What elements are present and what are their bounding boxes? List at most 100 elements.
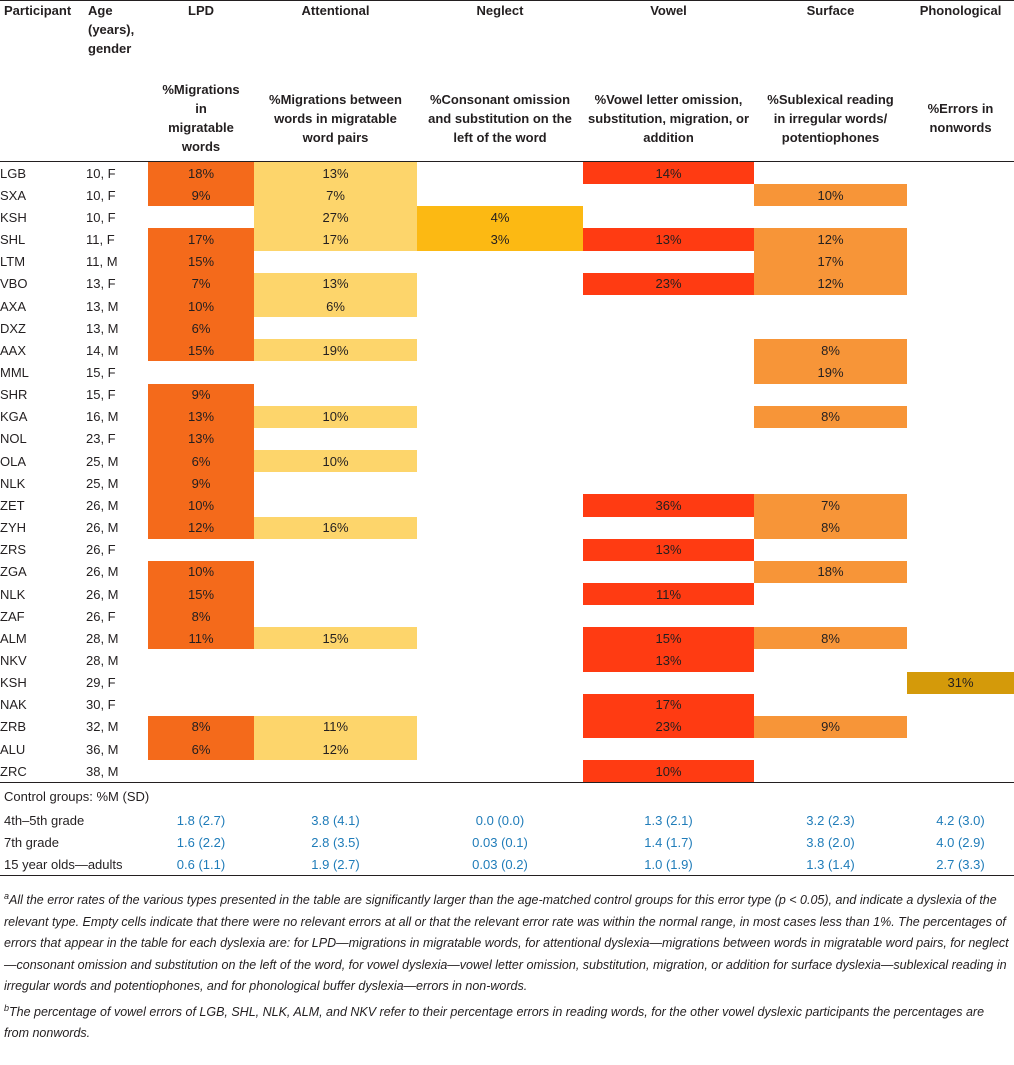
vowel-cell xyxy=(583,561,754,583)
age-gender-cell: 15, F xyxy=(86,387,116,403)
surface-cell xyxy=(754,738,907,760)
attentional-cell xyxy=(254,561,417,583)
phonological-cell xyxy=(907,206,1014,228)
neglect-cell: 4% xyxy=(417,206,583,229)
attentional-cell: 15% xyxy=(254,627,417,650)
surface-cell xyxy=(754,672,907,694)
vowel-cell xyxy=(583,251,754,273)
participant-cell: DXZ xyxy=(0,320,26,336)
control-row: 4th–5th grade 1.8 (2.7) 3.8 (4.1) 0.0 (0.0)… xyxy=(0,809,1014,831)
lpd-cell: 12% xyxy=(148,516,254,539)
participant-cell: ALM xyxy=(0,630,27,646)
phonological-cell xyxy=(907,539,1014,561)
phonological-cell: 31% xyxy=(907,671,1014,694)
attentional-cell: 16% xyxy=(254,516,417,539)
control-vowel-value: 1.0 (1.9) xyxy=(583,853,754,877)
attentional-cell xyxy=(254,251,417,273)
control-neglect-value: 0.03 (0.1) xyxy=(472,834,528,850)
attentional-cell: 11% xyxy=(254,715,417,739)
header-phonological: Phonological xyxy=(919,3,1002,18)
control-attentional-value: 3.8 (4.1) xyxy=(311,812,360,828)
control-groups-title: Control groups: %M (SD) xyxy=(0,782,1014,810)
surface-cell xyxy=(754,206,907,228)
age-gender-cell: 13, F xyxy=(86,276,116,292)
surface-cell: 8% xyxy=(754,405,907,428)
surface-cell xyxy=(754,317,907,339)
age-gender-cell: 11, F xyxy=(86,232,115,248)
lpd-cell: 10% xyxy=(148,494,254,517)
age-gender-cell: 16, M xyxy=(86,409,119,425)
age-gender-cell: 38, M xyxy=(86,763,119,779)
surface-cell: 17% xyxy=(754,250,907,273)
neglect-cell xyxy=(417,295,583,317)
subheader-lpd: %Migrations in migratable words xyxy=(162,82,240,155)
participant-cell: ZGA xyxy=(0,564,27,580)
phonological-cell xyxy=(907,649,1014,671)
surface-cell: 18% xyxy=(754,560,907,583)
participant-cell: AAX xyxy=(0,342,27,358)
attentional-cell: 13% xyxy=(254,161,417,185)
header-lpd: LPD xyxy=(188,3,214,18)
control-surface-value: 1.3 (1.4) xyxy=(754,853,907,877)
participant-cell: ZRS xyxy=(0,542,26,558)
age-gender-cell: 36, M xyxy=(86,741,119,757)
control-attentional-value: 1.9 (2.7) xyxy=(254,853,417,877)
age-gender-cell: 14, M xyxy=(86,342,119,358)
age-gender-cell: 13, M xyxy=(86,320,119,336)
table-row: NLK 26, M 15% 11% xyxy=(0,582,1014,606)
neglect-cell xyxy=(417,339,583,361)
subheader-attentional: %Migrations between words in migratable … xyxy=(269,91,402,145)
vowel-cell: 36% xyxy=(583,494,754,517)
phonological-cell xyxy=(907,472,1014,494)
vowel-cell: 13% xyxy=(583,538,754,561)
attentional-cell: 10% xyxy=(254,405,417,428)
age-gender-cell: 25, M xyxy=(86,475,119,491)
neglect-cell xyxy=(417,738,583,760)
surface-cell xyxy=(754,384,907,406)
lpd-cell: 9% xyxy=(148,472,254,495)
phonological-cell xyxy=(907,494,1014,516)
table-row: AAX 14, M 15% 19% 8% xyxy=(0,339,1014,362)
control-neglect-value: 0.0 (0.0) xyxy=(475,812,525,828)
vowel-cell: 11% xyxy=(583,582,754,606)
table-row: ZRC 38, M 10% xyxy=(0,760,1014,783)
table-row: ZRB 32, M 8% 11% 23% 9% xyxy=(0,715,1014,739)
neglect-cell xyxy=(417,649,583,671)
surface-cell xyxy=(754,760,907,783)
lpd-cell xyxy=(148,361,254,383)
age-gender-cell: 25, M xyxy=(86,453,119,469)
lpd-cell: 15% xyxy=(148,250,254,273)
participant-cell: NAK xyxy=(0,697,27,713)
participant-cell: SHR xyxy=(0,387,28,403)
control-phonological-value: 4.0 (2.9) xyxy=(936,834,985,850)
phonological-cell xyxy=(907,228,1014,250)
control-row: 7th grade 1.6 (2.2) 2.8 (3.5) 0.03 (0.1) 1.4… xyxy=(0,831,1014,853)
table-row: NOL 23, F 13% xyxy=(0,427,1014,451)
age-gender-cell: 26, M xyxy=(86,497,119,513)
control-group-label: 7th grade xyxy=(4,834,59,850)
table-row: ALU 36, M 6% 12% xyxy=(0,738,1014,761)
phonological-cell xyxy=(907,251,1014,273)
vowel-cell xyxy=(583,295,754,317)
neglect-cell xyxy=(417,273,583,295)
vowel-cell xyxy=(583,361,754,383)
phonological-cell xyxy=(907,428,1014,450)
table-row: NAK 30, F 17% xyxy=(0,693,1014,716)
age-gender-cell: 30, F xyxy=(86,697,116,713)
lpd-cell: 13% xyxy=(148,427,254,451)
phonological-cell xyxy=(907,605,1014,627)
neglect-cell xyxy=(417,361,583,383)
lpd-cell xyxy=(148,672,254,694)
age-gender-cell: 28, M xyxy=(86,630,119,646)
attentional-cell xyxy=(254,760,417,783)
header-participant: Participant xyxy=(4,3,72,18)
lpd-cell: 8% xyxy=(148,715,254,739)
vowel-cell xyxy=(583,317,754,339)
lpd-cell xyxy=(148,539,254,561)
lpd-cell: 13% xyxy=(148,405,254,428)
age-gender-cell: 11, M xyxy=(86,254,118,270)
phonological-cell xyxy=(907,627,1014,649)
vowel-cell: 13% xyxy=(583,649,754,672)
lpd-cell: 17% xyxy=(148,228,254,251)
attentional-cell: 13% xyxy=(254,272,417,295)
